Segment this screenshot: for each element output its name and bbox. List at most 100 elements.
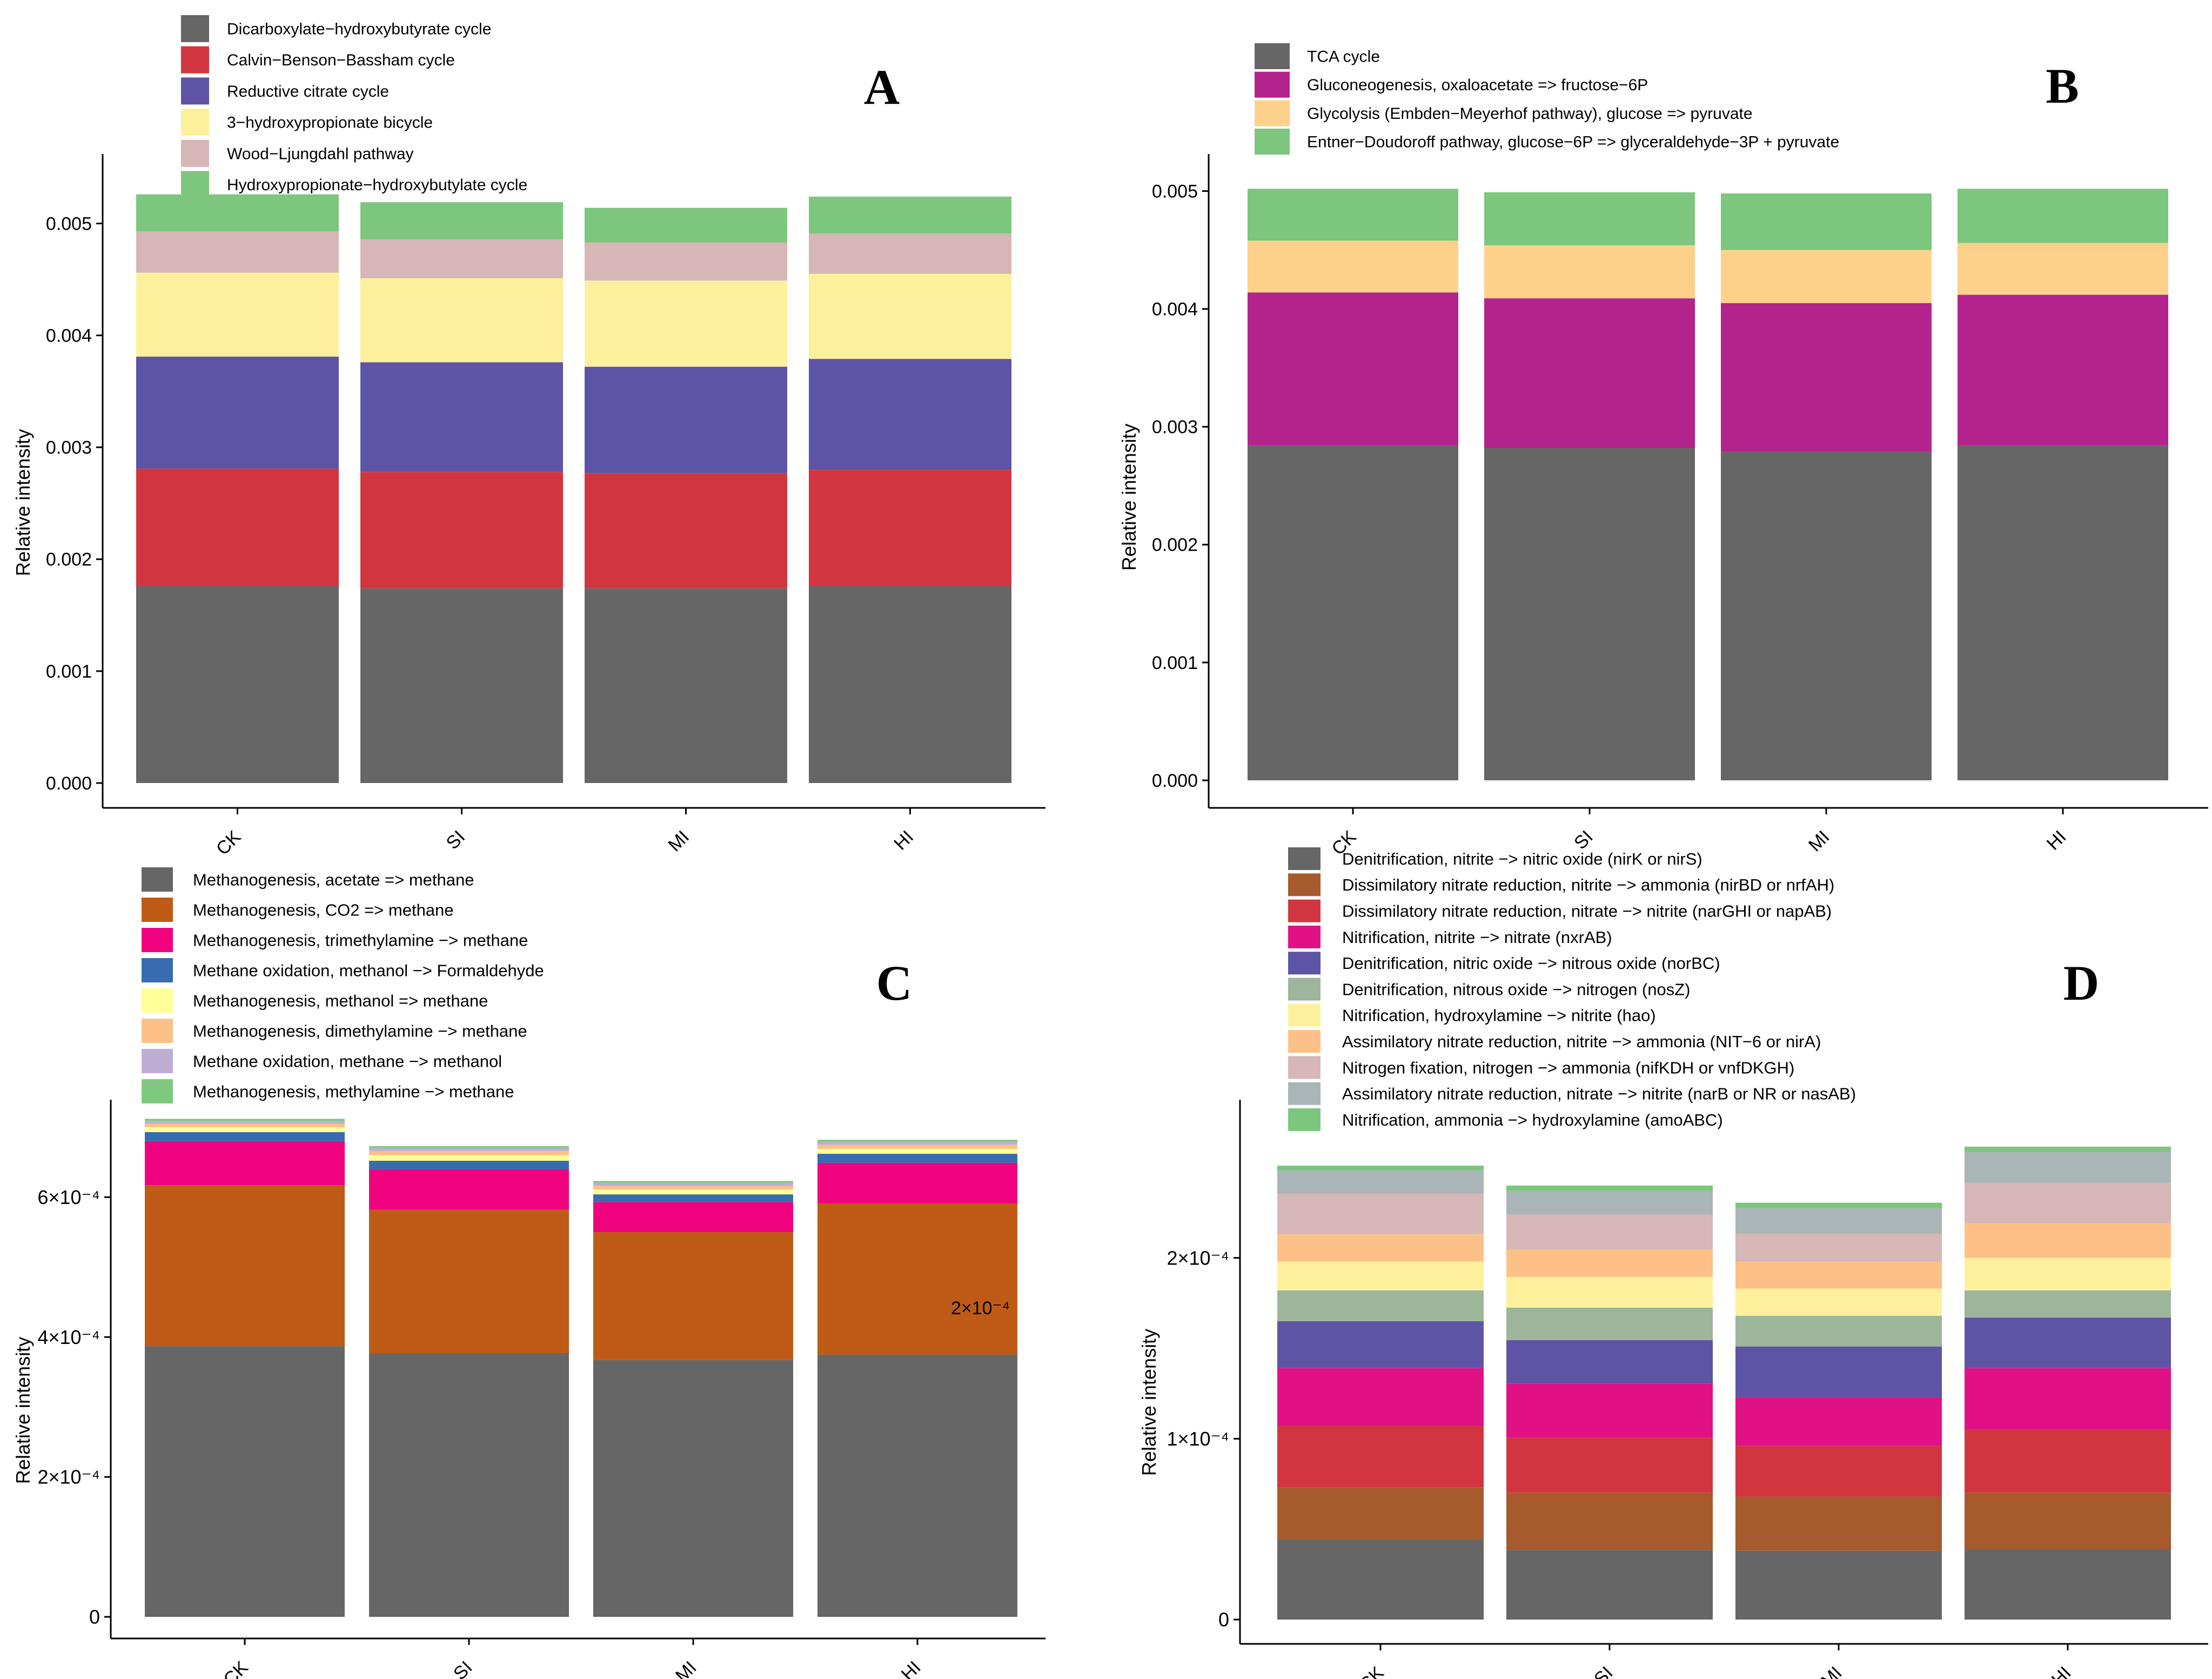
legend-swatch-d-2	[1288, 899, 1321, 922]
y-tick-label-b-1: 0.001	[1152, 653, 1198, 673]
bar-b-hi-s1	[1958, 295, 2168, 446]
bar-c-mi-s7	[593, 1181, 793, 1183]
y-tick-label-d-2: 2×10⁻⁴	[1167, 1247, 1229, 1269]
bar-d-mi-s10	[1735, 1202, 1942, 1208]
bar-c-si-s5	[369, 1150, 569, 1155]
legend-swatch-c-6	[142, 1049, 173, 1073]
bar-a-mi-s0	[585, 588, 787, 783]
bar-a-hi-s2	[809, 359, 1011, 470]
bar-d-mi-s8	[1735, 1233, 1942, 1262]
bar-c-mi-s6	[593, 1183, 793, 1186]
annotation-c-0: 2×10⁻⁴	[951, 1298, 1010, 1319]
bar-c-hi-s4	[817, 1149, 1017, 1154]
bar-c-hi-s3	[817, 1154, 1017, 1163]
legend-swatch-d-7	[1288, 1030, 1321, 1053]
bar-c-si-s2	[369, 1169, 569, 1210]
legend-label-d-9: Assimilatory nitrate reduction, nitrate …	[1342, 1085, 1856, 1103]
legend-label-b-2: Glycolysis (Embden−Meyerhof pathway), gl…	[1307, 105, 1753, 123]
bar-c-ck-s6	[145, 1121, 345, 1124]
bar-d-ck-s8	[1277, 1193, 1484, 1235]
bar-a-hi-s1	[809, 470, 1011, 586]
bar-a-ck-s5	[136, 194, 339, 232]
bar-c-si-s4	[369, 1155, 569, 1161]
bar-d-mi-s9	[1735, 1208, 1942, 1234]
bar-c-mi-s2	[593, 1202, 793, 1233]
bar-a-si-s3	[360, 278, 563, 363]
bar-c-si-s0	[369, 1353, 569, 1617]
bar-d-ck-s0	[1277, 1539, 1484, 1620]
y-axis-title-d: Relative intensity	[1138, 1329, 1160, 1476]
bar-b-mi-s0	[1721, 451, 1932, 780]
y-tick-label-b-2: 0.002	[1152, 535, 1198, 556]
legend-swatch-a-2	[181, 77, 209, 105]
chart-panel-b: TCA cycle Gluconeogenesis, oxaloacetate =…	[1106, 0, 2212, 859]
legend-label-c-0: Methanogenesis, acetate => methane	[193, 870, 474, 889]
bar-b-ck-s1	[1248, 292, 1458, 446]
y-tick-label-a-3: 0.003	[46, 438, 92, 458]
legend-label-d-1: Dissimilatory nitrate reduction, nitrite…	[1342, 875, 1834, 894]
legend-swatch-c-5	[142, 1019, 173, 1043]
bar-d-mi-s6	[1735, 1288, 1942, 1316]
chart-d-svg: Denitrification, nitrite −> nitric oxide…	[1138, 847, 2208, 1679]
legend-label-d-4: Denitrification, nitric oxide −> nitrous…	[1342, 954, 1720, 973]
chart-c-svg: Methanogenesis, acetate => methane Methan…	[12, 867, 1045, 1679]
legend-swatch-d-0	[1288, 847, 1321, 870]
bar-d-si-s6	[1506, 1276, 1713, 1308]
legend-label-a-1: Calvin−Benson−Bassham cycle	[227, 51, 455, 69]
legend-swatch-c-0	[142, 867, 173, 892]
bar-c-mi-s3	[593, 1194, 793, 1202]
legend-swatch-c-1	[142, 898, 173, 922]
legend-label-a-5: Hydroxypropionate−hydroxybutylate cycle	[227, 176, 527, 194]
legend-swatch-b-0	[1255, 43, 1290, 69]
legend-swatch-c-4	[142, 988, 173, 1013]
bar-d-si-s5	[1506, 1307, 1713, 1340]
legend-swatch-d-8	[1288, 1056, 1321, 1079]
bar-a-mi-s4	[585, 242, 787, 281]
bar-d-si-s2	[1506, 1437, 1713, 1493]
bar-a-hi-s3	[809, 273, 1011, 359]
x-tick-label-c-0: CK	[219, 1657, 252, 1679]
bar-d-hi-s8	[1965, 1182, 2171, 1224]
bar-b-mi-s2	[1721, 250, 1932, 303]
bar-c-ck-s3	[145, 1132, 345, 1141]
bar-d-si-s7	[1506, 1249, 1713, 1277]
bar-b-ck-s2	[1248, 240, 1458, 293]
legend-swatch-a-0	[181, 15, 209, 42]
chart-a-svg: Dicarboxylate−hydroxybutyrate cycle Calvi…	[12, 15, 1045, 859]
legend-swatch-a-1	[181, 46, 209, 73]
legend-swatch-a-4	[181, 139, 209, 167]
bar-d-ck-s5	[1277, 1290, 1484, 1321]
bar-d-hi-s3	[1965, 1368, 2171, 1430]
y-tick-label-c-1: 2×10⁻⁴	[37, 1466, 100, 1488]
legend-swatch-a-5	[181, 171, 209, 198]
legend-label-c-7: Methanogenesis, methylamine −> methane	[193, 1082, 514, 1101]
bar-b-hi-s3	[1958, 189, 2168, 243]
bar-c-hi-s5	[817, 1145, 1017, 1149]
y-axis-title-c: Relative intensity	[12, 1337, 34, 1484]
bar-b-hi-s2	[1958, 243, 2168, 295]
y-axis-title-b: Relative intensity	[1118, 424, 1140, 571]
legend-label-c-2: Methanogenesis, trimethylamine −> methan…	[193, 931, 528, 949]
panel-letter-a: A	[864, 59, 900, 115]
legend-swatch-a-3	[181, 109, 209, 136]
bar-d-hi-s2	[1965, 1429, 2171, 1493]
bar-c-hi-s7	[817, 1140, 1017, 1142]
bar-a-ck-s1	[136, 469, 339, 586]
legend-label-d-6: Nitrification, hydroxylamine −> nitrite …	[1342, 1006, 1656, 1025]
x-tick-label-c-2: MI	[672, 1657, 701, 1679]
bar-d-ck-s10	[1277, 1166, 1484, 1170]
legend-label-d-5: Denitrification, nitrous oxide −> nitrog…	[1342, 980, 1690, 999]
legend-label-d-3: Nitrification, nitrite −> nitrate (nxrAB…	[1342, 928, 1612, 947]
y-tick-label-a-5: 0.005	[46, 213, 92, 234]
legend-swatch-b-1	[1255, 71, 1290, 98]
y-tick-label-a-4: 0.004	[46, 326, 92, 346]
bar-d-hi-s4	[1965, 1317, 2171, 1368]
bar-c-si-s1	[369, 1209, 569, 1353]
bar-d-ck-s1	[1277, 1487, 1484, 1540]
y-tick-label-c-3: 6×10⁻⁴	[37, 1186, 100, 1208]
bar-c-mi-s4	[593, 1189, 793, 1195]
bar-c-hi-s6	[817, 1142, 1017, 1145]
bar-c-mi-s0	[593, 1360, 793, 1617]
panel-letter-b: B	[2046, 58, 2079, 113]
chart-panel-c: Methanogenesis, acetate => methane Methan…	[0, 843, 1106, 1679]
